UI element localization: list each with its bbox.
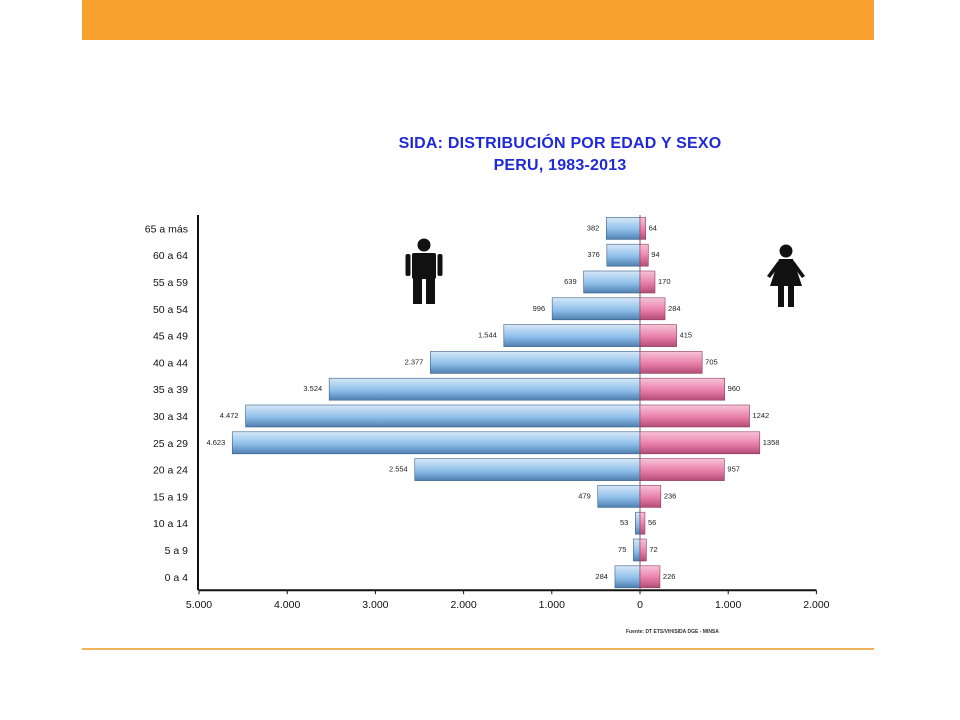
male-bar (245, 404, 641, 428)
category-label: 30 a 34 (153, 411, 188, 423)
category-label: 45 a 49 (153, 331, 188, 343)
category-label: 5 a 9 (165, 545, 189, 557)
woman-icon (767, 244, 805, 307)
x-tick-label: 1.000 (539, 599, 565, 611)
male-bar (503, 324, 641, 347)
female-value-label: 415 (680, 331, 693, 340)
male-value-label: 53 (620, 518, 628, 527)
x-tick-label: 2.000 (450, 599, 476, 611)
male-bar (328, 377, 641, 401)
chart-subtitle: PERU, 1983-2013 (493, 157, 627, 174)
female-bar (639, 243, 649, 267)
male-bar (430, 351, 641, 374)
category-label: 20 a 24 (153, 465, 188, 477)
female-bar (639, 404, 750, 428)
category-label: 50 a 54 (153, 304, 188, 316)
female-value-label: 56 (648, 518, 656, 527)
male-bar (606, 217, 641, 240)
category-label: 35 a 39 (153, 384, 188, 396)
female-bar (639, 351, 703, 374)
male-bar (551, 297, 641, 321)
category-label: 15 a 19 (153, 491, 188, 503)
source-note: Fuente: DT ETS/VIH/SIDA DGE - MINSA (626, 629, 719, 635)
chart-title: SIDA: DISTRIBUCIÓN POR EDAD Y SEXO (398, 135, 722, 152)
female-bar (639, 431, 761, 455)
female-bar (639, 217, 646, 240)
female-bar (639, 538, 647, 562)
female-value-label: 1242 (753, 411, 770, 420)
female-bar (639, 565, 661, 589)
x-tick-label: 4.000 (274, 599, 300, 611)
plot-area: 65 a más 382 64 60 a 64 376 94 55 a 59 639 170 50… (145, 215, 830, 611)
male-value-label: 4.472 (220, 411, 239, 420)
female-bar (639, 270, 656, 294)
female-bar (639, 324, 677, 347)
top-banner-bar (82, 0, 874, 40)
male-value-label: 479 (578, 491, 591, 500)
male-value-label: 996 (533, 304, 546, 313)
male-value-label: 75 (618, 545, 626, 554)
female-value-label: 64 (649, 223, 657, 232)
female-bar (639, 511, 646, 535)
male-bar (414, 458, 641, 481)
female-value-label: 236 (664, 491, 677, 500)
male-bar (231, 431, 641, 455)
chart-title-block: SIDA: DISTRIBUCIÓN POR EDAD Y SEXO PERU,… (290, 133, 830, 177)
male-value-label: 376 (587, 250, 600, 259)
female-value-label: 94 (651, 250, 659, 259)
x-tick-label: 1.000 (715, 599, 741, 611)
x-tick-label: 0 (637, 599, 643, 611)
female-value-label: 72 (649, 545, 657, 554)
female-value-label: 705 (705, 357, 718, 366)
male-bar (633, 538, 641, 562)
x-tick-label: 2.000 (803, 599, 829, 611)
female-value-label: 1358 (763, 438, 780, 447)
male-value-label: 4.623 (206, 438, 225, 447)
male-value-label: 382 (587, 223, 600, 232)
male-bar (606, 243, 641, 267)
category-label: 10 a 14 (153, 518, 188, 530)
male-value-label: 3.524 (303, 384, 322, 393)
man-icon (405, 238, 443, 304)
female-value-label: 957 (727, 465, 740, 474)
male-value-label: 1.544 (478, 331, 497, 340)
category-label: 40 a 44 (153, 357, 188, 369)
female-value-label: 226 (663, 572, 676, 581)
female-value-label: 284 (668, 304, 681, 313)
category-label: 65 a más (145, 223, 188, 235)
male-value-label: 2.554 (389, 465, 408, 474)
female-bar (639, 377, 725, 401)
x-tick-label: 3.000 (362, 599, 388, 611)
male-bar (597, 485, 641, 508)
male-value-label: 284 (595, 572, 608, 581)
category-label: 55 a 59 (153, 277, 188, 289)
male-value-label: 2.377 (405, 357, 424, 366)
x-tick-label: 5.000 (186, 599, 212, 611)
female-bar (639, 297, 666, 321)
male-bar (635, 511, 641, 535)
male-value-label: 639 (564, 277, 577, 286)
category-label: 60 a 64 (153, 250, 188, 262)
female-bar (639, 458, 725, 481)
male-bar (583, 270, 641, 294)
female-value-label: 170 (658, 277, 671, 286)
category-label: 25 a 29 (153, 438, 188, 450)
female-bar (639, 485, 662, 508)
female-value-label: 960 (728, 384, 741, 393)
male-bar (614, 565, 641, 589)
category-label: 0 a 4 (165, 572, 189, 584)
bottom-divider-line (82, 648, 874, 650)
